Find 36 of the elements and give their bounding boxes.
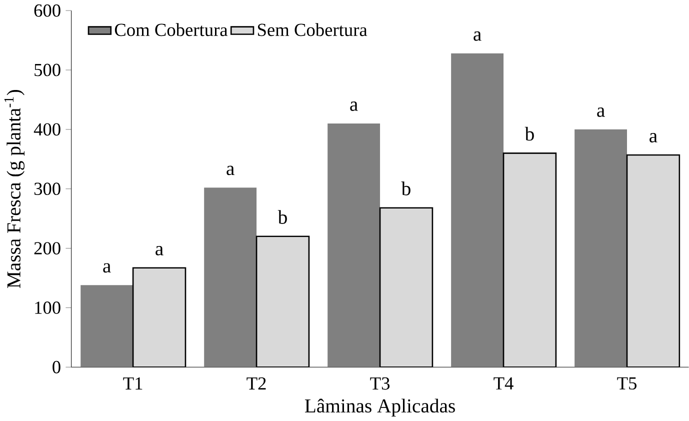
- y-tick-label: 100: [35, 302, 60, 314]
- bar: [204, 188, 257, 368]
- bar: [502, 152, 557, 368]
- bar: [379, 207, 434, 368]
- data-label: b: [401, 182, 410, 196]
- data-label: b: [278, 210, 287, 224]
- y-tick-label: 200: [34, 242, 60, 254]
- bar: [256, 236, 310, 368]
- x-tick-label: T2: [246, 377, 266, 390]
- y-tick-label: 400: [34, 123, 60, 136]
- bar: [451, 53, 504, 368]
- bar: [328, 124, 380, 368]
- bar: [626, 154, 680, 368]
- y-tick-label: 300: [34, 182, 60, 196]
- data-label: a: [156, 246, 164, 256]
- y-axis-title: Massa Fresca (g planta$^{-1}$): [4, 90, 25, 288]
- x-tick-label: T3: [370, 377, 390, 390]
- data-label: a: [650, 133, 658, 142]
- legend-label: Com Cobertura: [114, 23, 228, 36]
- x-tick-label: T4: [494, 377, 514, 390]
- data-label: a: [350, 102, 358, 111]
- bar: [574, 129, 627, 368]
- y-tick-label: 0: [52, 360, 60, 374]
- bar: [80, 285, 134, 368]
- x-axis-title: Lâminas Aplicadas: [304, 398, 455, 417]
- legend-label: Sem Cobertura: [258, 23, 368, 36]
- y-tick-label: 500: [34, 64, 60, 76]
- data-label: a: [474, 31, 482, 41]
- data-label: b: [524, 126, 534, 141]
- data-label: a: [597, 108, 605, 117]
- x-tick-label: T5: [617, 377, 636, 390]
- y-tick-label: 600: [34, 4, 60, 17]
- x-tick-label: T1: [123, 377, 142, 390]
- data-label: a: [103, 263, 111, 273]
- bar: [132, 267, 186, 368]
- data-label: a: [226, 166, 234, 176]
